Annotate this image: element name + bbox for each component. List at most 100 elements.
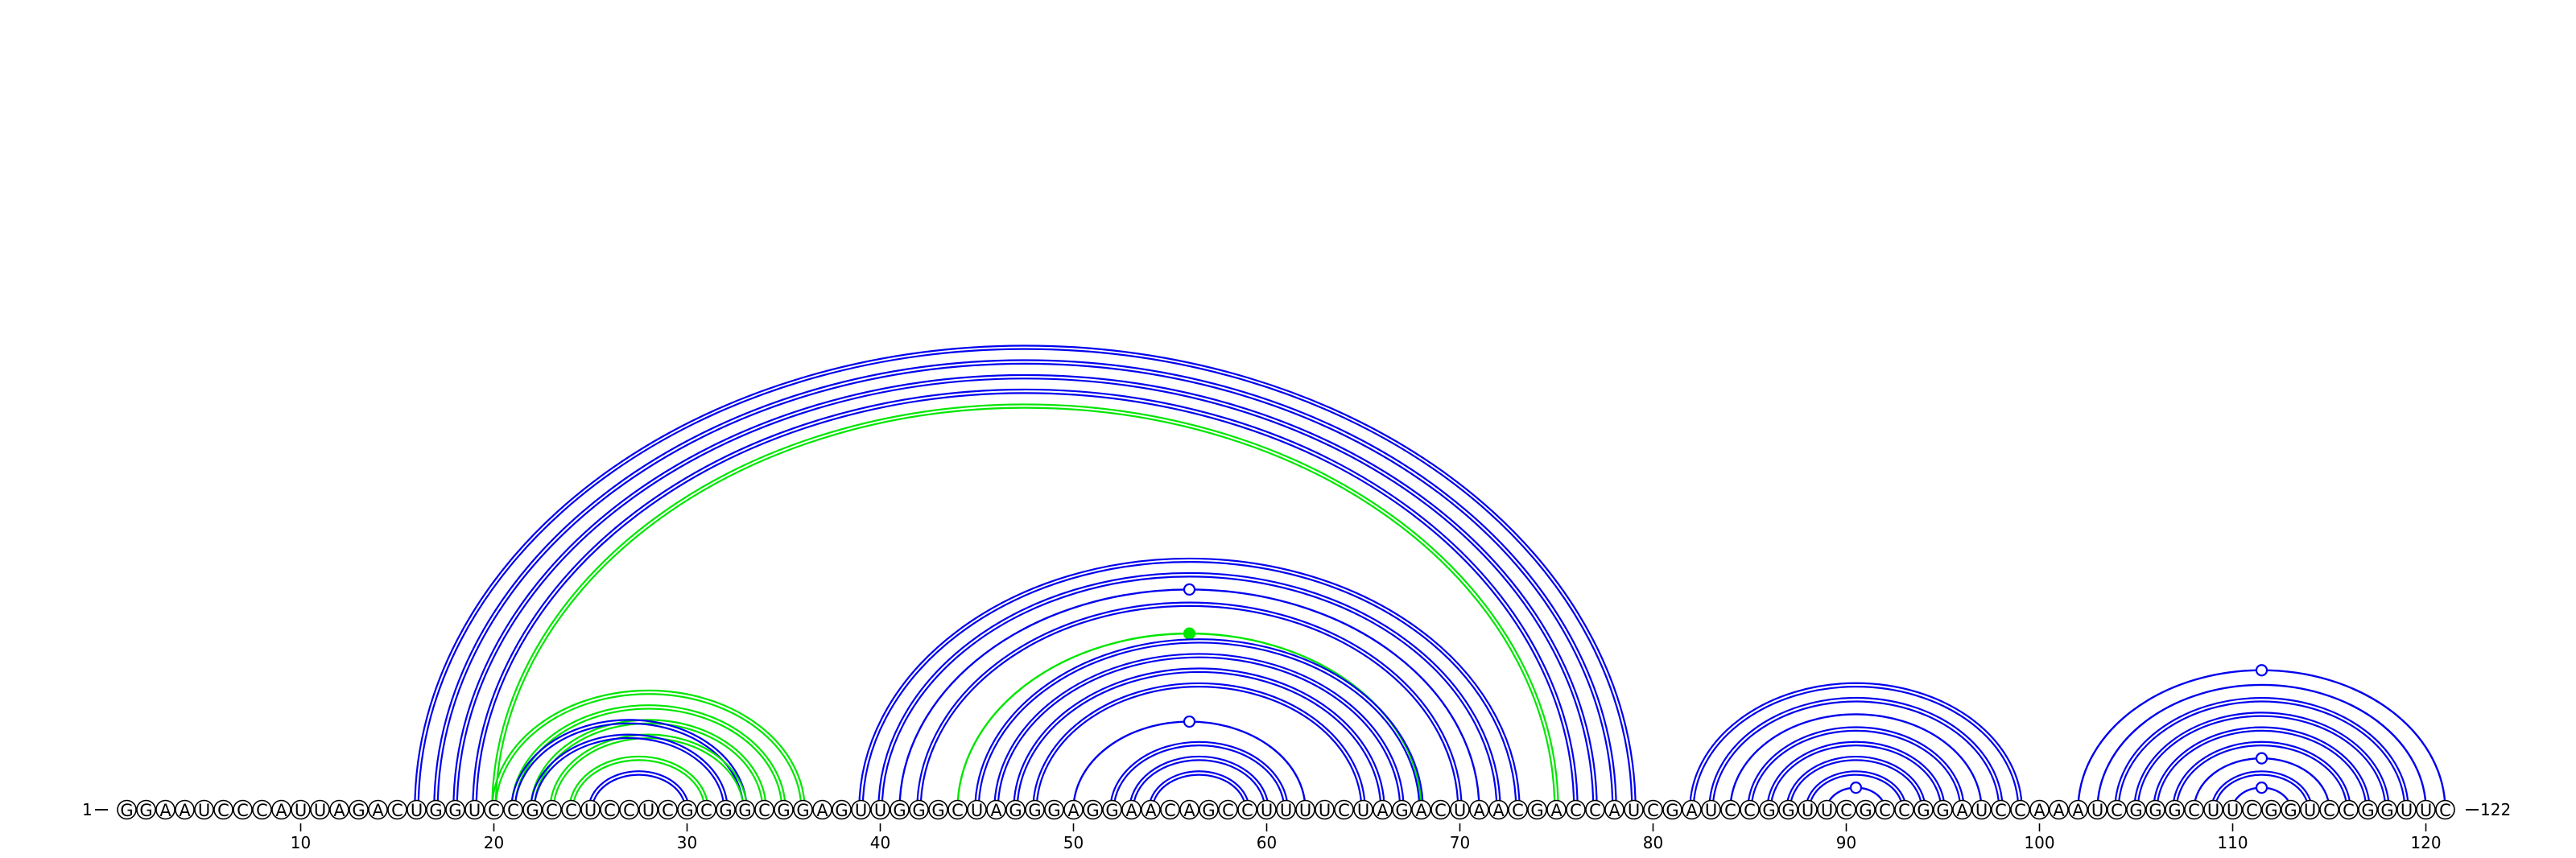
nucleotide-6-circle [213, 799, 233, 820]
base-pair-arc-21-33-inner [514, 722, 745, 811]
nucleotide-34: C [758, 801, 770, 820]
nucleotide-118-circle [2377, 799, 2397, 820]
base-pair-arc-23-33-outer [549, 733, 748, 811]
nucleotide-38-circle [832, 799, 852, 820]
tick-label-100: 100 [2024, 833, 2054, 852]
nucleotide-1: G [120, 801, 133, 820]
nucleotide-53: A [1125, 801, 1137, 820]
nucleotide-71: A [1473, 801, 1485, 820]
position-ticks: 10 20 30 40 50 60 70 80 90 100 110 120 [291, 823, 2442, 852]
nucleotide-15-circle [387, 799, 407, 820]
base-pair-arc-109-114-inner [2214, 773, 2310, 811]
nucleotide-11-circle [310, 799, 330, 820]
nucleotide-77-circle [1585, 799, 1605, 820]
base-pair-arc-52-61-outer [1109, 740, 1289, 811]
nucleotide-6: C [217, 801, 229, 820]
nucleotide-95: G [1936, 801, 1949, 820]
nucleotide-49-circle [1044, 799, 1064, 820]
base-pair-arc-40-72-outer [877, 571, 1501, 811]
nucleotide-98: C [1995, 801, 2007, 820]
nucleotide-24: C [565, 801, 577, 820]
base-pair-arc-88-93-outer [1805, 770, 1907, 811]
nucleotide-97-circle [1971, 799, 1992, 820]
base-pair-arc-105-118-inner [2136, 715, 2387, 811]
nucleotide-99-circle [2010, 799, 2030, 820]
nucleotide-96: A [1956, 801, 1968, 820]
nucleotide-70: U [1454, 801, 1466, 820]
base-pair-arc-85-96-outer [1747, 726, 1965, 811]
nucleotide-57: G [1202, 801, 1215, 820]
nucleotide-117-circle [2358, 799, 2378, 820]
nucleotide-18-circle [445, 799, 465, 820]
base-pair-arc-87-94-outer [1785, 755, 1926, 811]
nucleotide-111: C [2246, 801, 2258, 820]
nucleotide-43: G [931, 801, 944, 820]
base-pair-arc-23-33-inner [552, 736, 745, 811]
nucleotide-110-circle [2223, 799, 2243, 820]
nucleotide-121: C [2439, 801, 2451, 820]
nucleotide-93-circle [1894, 799, 1914, 820]
nucleotide-25: U [584, 801, 597, 820]
nucleotide-68: A [1415, 801, 1427, 820]
nucleotide-72-circle [1488, 799, 1509, 820]
nucleotide-108-circle [2184, 799, 2204, 820]
nucleotide-85-circle [1740, 799, 1760, 820]
arc-marker-50-62 [1183, 715, 1196, 728]
nucleotide-13: G [352, 801, 365, 820]
nucleotide-114-circle [2300, 799, 2320, 820]
nucleotide-102-circle [2068, 799, 2088, 820]
base-pair-arc-104-119-inner [2117, 700, 2406, 811]
nucleotide-3-circle [155, 799, 175, 820]
nucleotide-74: G [1530, 801, 1543, 820]
base-pair-arc-18-77-inner [456, 377, 1595, 811]
nucleotide-42-circle [909, 799, 929, 820]
base-pair-arc-19-76-inner [475, 392, 1575, 811]
nucleotide-43-circle [928, 799, 948, 820]
nucleotide-20-circle [484, 799, 504, 820]
nucleotide-25-circle [580, 799, 601, 820]
nucleotide-55: C [1164, 801, 1176, 820]
nucleotide-21: C [507, 801, 519, 820]
nucleotide-59-circle [1237, 799, 1257, 820]
nucleotide-33-circle [735, 799, 755, 820]
nucleotide-31: C [700, 801, 712, 820]
nucleotide-4-circle [175, 799, 195, 820]
tick-label-120: 120 [2410, 833, 2441, 852]
nucleotide-107-circle [2165, 799, 2185, 820]
nucleotide-22: G [526, 801, 539, 820]
tick-label-70: 70 [1450, 833, 1470, 852]
nucleotide-51: G [1086, 801, 1099, 820]
nucleotide-39: U [855, 801, 867, 820]
nucleotide-15: C [391, 801, 403, 820]
nucleotide-7: C [237, 801, 249, 820]
base-pair-arc-53-60-outer [1129, 755, 1269, 811]
base-pair-arc-21-35-inner [514, 707, 783, 811]
nucleotide-44: C [952, 801, 964, 820]
nucleotide-100: A [2033, 801, 2046, 820]
nucleotide-109: U [2207, 801, 2219, 820]
nucleotide-42: G [912, 801, 925, 820]
nucleotide-82: A [1686, 801, 1698, 820]
nucleotide-101-circle [2049, 799, 2069, 820]
nucleotide-8-circle [252, 799, 272, 820]
nucleotide-54-circle [1141, 799, 1161, 820]
nucleotide-16-circle [407, 799, 427, 820]
nucleotide-60: U [1261, 801, 1273, 820]
tick-label-80: 80 [1643, 833, 1663, 852]
nucleotide-29-circle [658, 799, 678, 820]
nucleotide-1-circle [117, 799, 137, 820]
base-pair-arc-107-116-outer [2172, 740, 2351, 811]
nucleotide-53-circle [1121, 799, 1141, 820]
base-pair-arc-20-36-inner [494, 693, 803, 811]
nucleotide-8: C [256, 801, 268, 820]
base-pair-arc-103-120 [2096, 683, 2427, 811]
nucleotide-48: G [1028, 801, 1041, 820]
nucleotide-88-circle [1798, 799, 1818, 820]
nucleotide-23-circle [542, 799, 562, 820]
nucleotide-38: G [835, 801, 848, 820]
nucleotide-22-circle [522, 799, 543, 820]
base-pair-arc-83-98-inner [1711, 700, 2000, 811]
nucleotide-7-circle [233, 799, 253, 820]
